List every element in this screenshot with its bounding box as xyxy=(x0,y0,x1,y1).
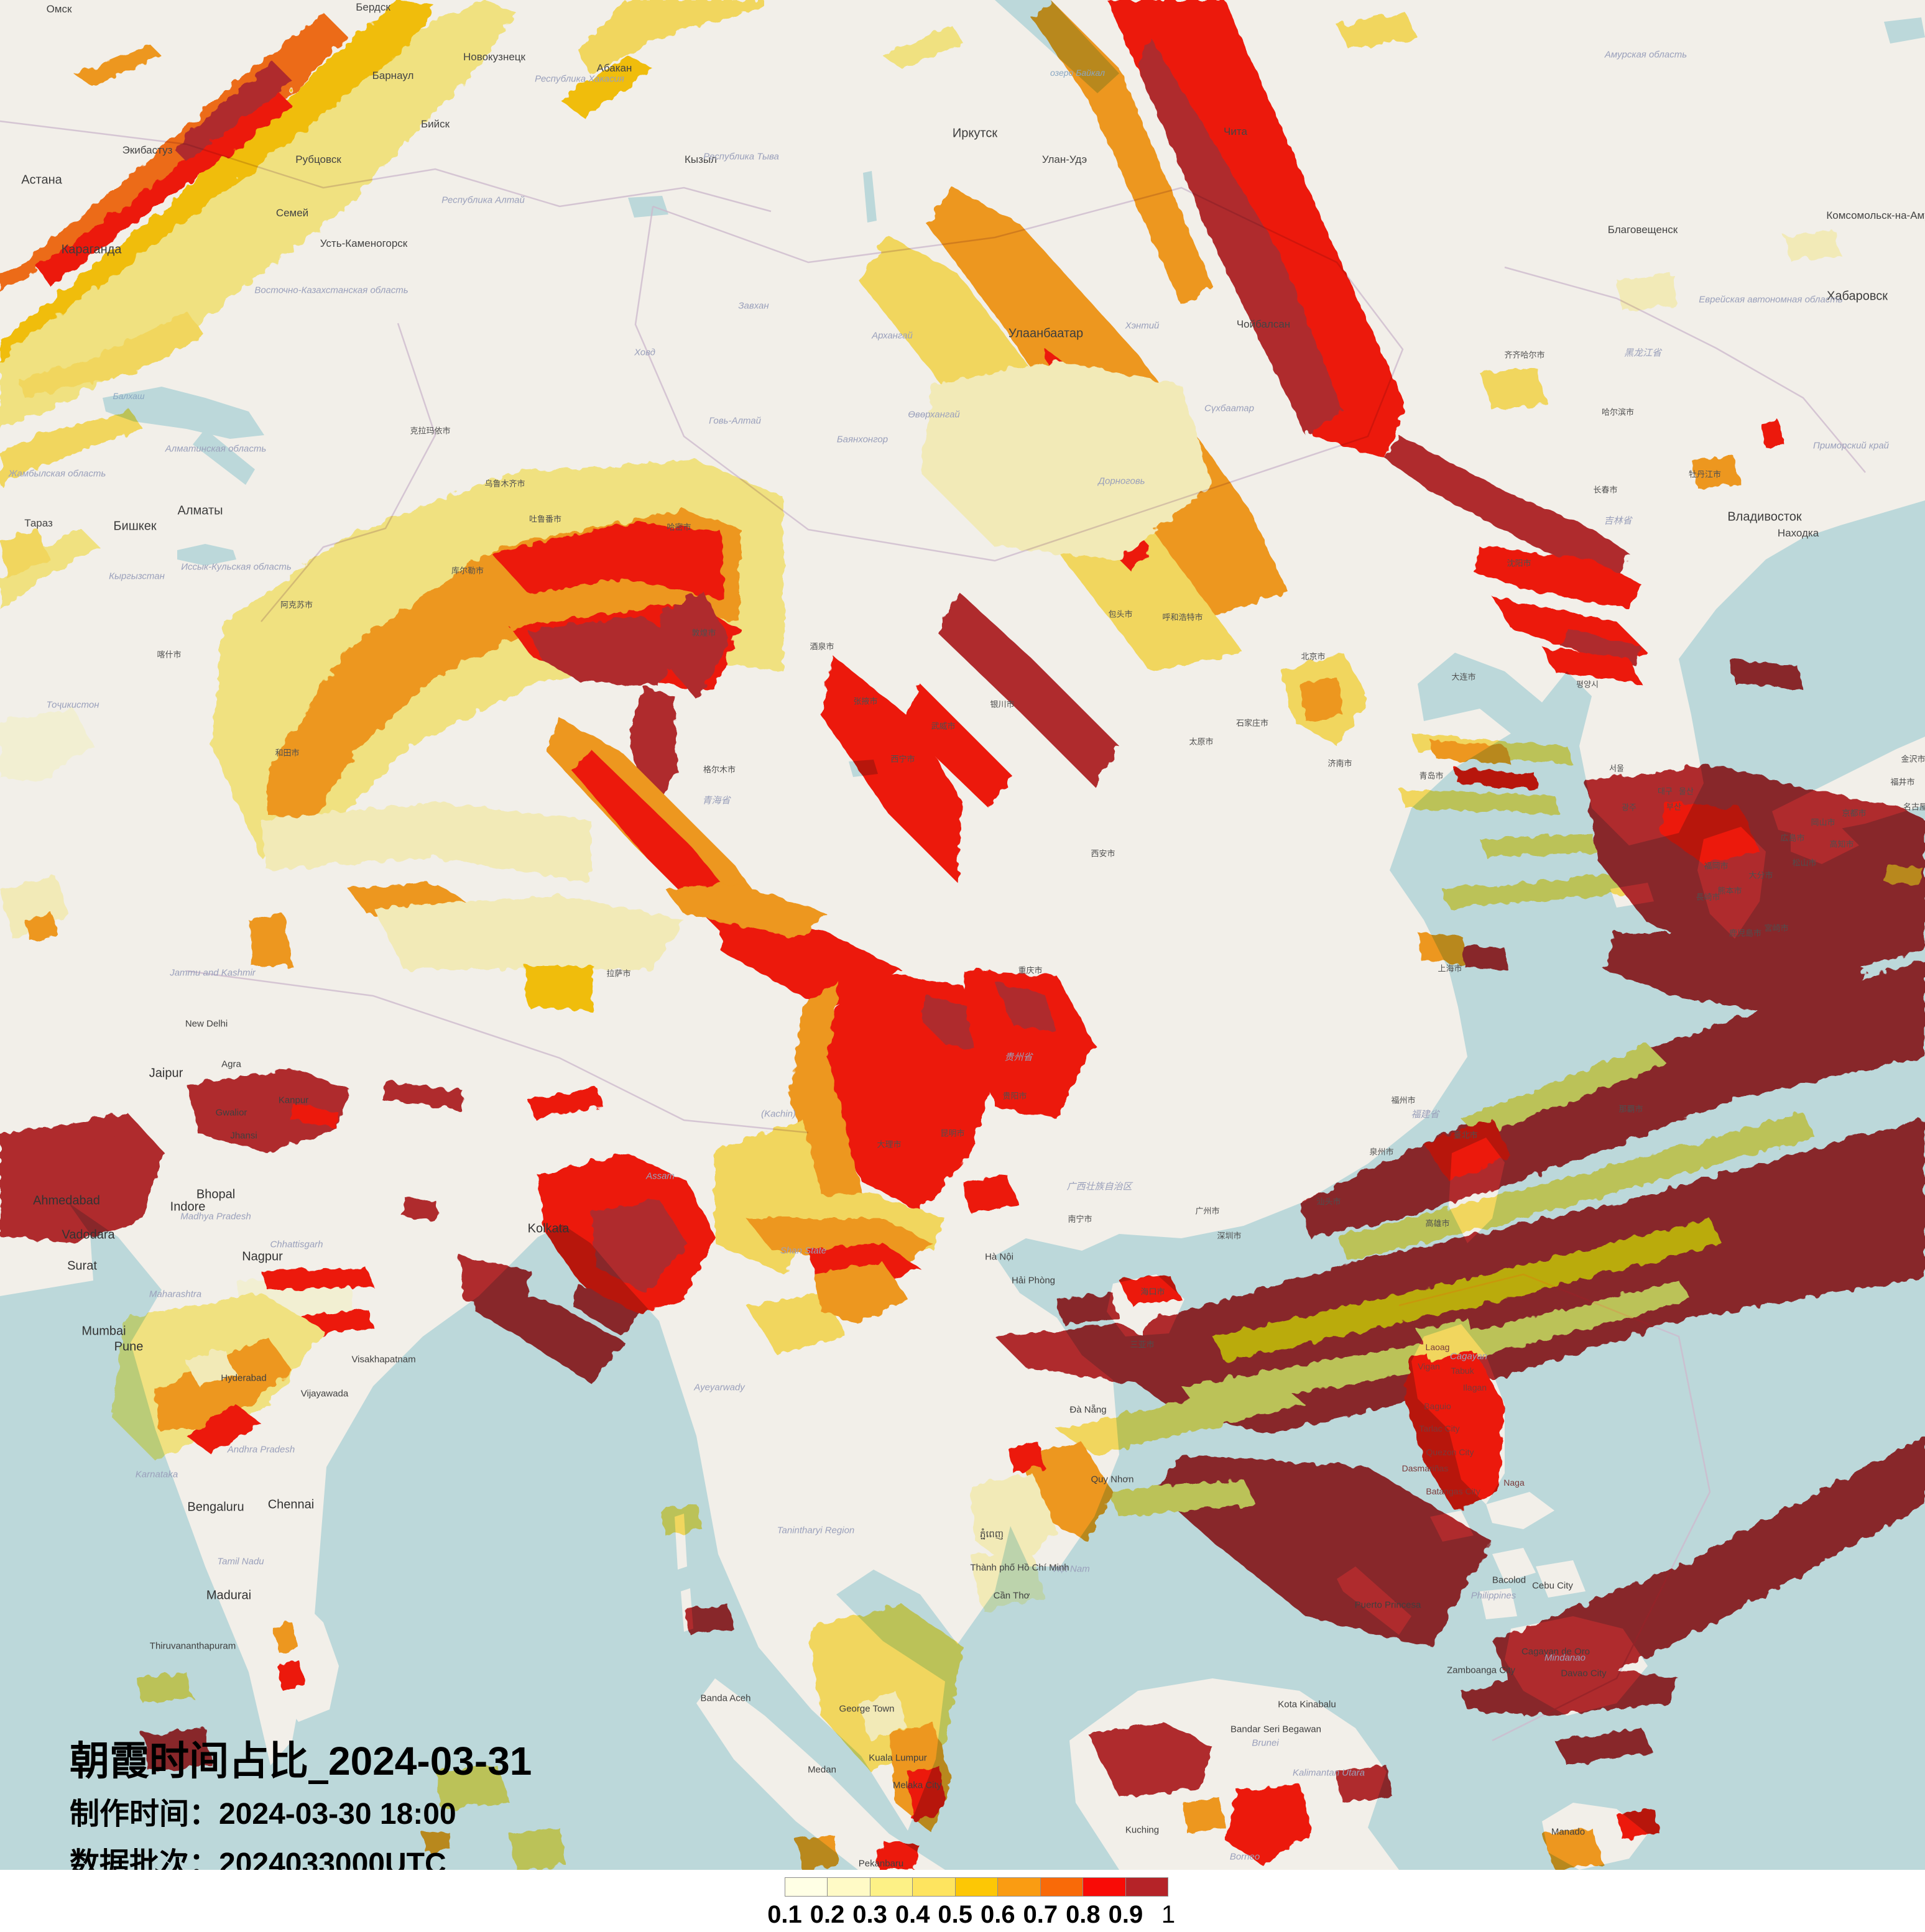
legend-color-cell xyxy=(869,1877,913,1897)
legend-color-cell xyxy=(1083,1877,1125,1897)
map-canvas: Омск Бердск Новокузнецк Барнаул Бийск Абакан Р… xyxy=(0,0,1925,1870)
legend-tick-label: 1 xyxy=(1161,1901,1176,1928)
legend-tick-label: 0.9 xyxy=(1108,1901,1143,1928)
legend-tick-label: 0.7 xyxy=(1023,1901,1058,1928)
legend-color-cell xyxy=(954,1877,998,1897)
legend-tick-label: 0.5 xyxy=(938,1901,973,1928)
legend-color-cell xyxy=(912,1877,955,1897)
legend-color-cell xyxy=(827,1877,870,1897)
legend-color-cell xyxy=(1040,1877,1083,1897)
legend-tick-labels: 0.1 0.2 0.3 0.4 0.5 0.6 0.7 0.8 0.9 1 xyxy=(0,1901,1925,1930)
legend-tick-label: 0.6 xyxy=(980,1901,1015,1928)
legend-color-cell xyxy=(1125,1877,1168,1897)
legend-color-cell xyxy=(997,1877,1040,1897)
legend-tick-label: 0.4 xyxy=(895,1901,930,1928)
legend-bar-container: 0.1 0.2 0.3 0.4 0.5 0.6 0.7 0.8 0.9 1 xyxy=(0,1870,1925,1932)
legend-color-cell xyxy=(785,1877,828,1897)
basemap-svg xyxy=(0,0,1925,1870)
heat-overlay xyxy=(0,0,1925,1870)
legend-color-scale xyxy=(785,1877,1168,1897)
legend-tick-label: 0.8 xyxy=(1066,1901,1101,1928)
legend-tick-label: 0.2 xyxy=(810,1901,845,1928)
legend-tick-label: 0.1 xyxy=(767,1901,802,1928)
legend-tick-label: 0.3 xyxy=(852,1901,887,1928)
